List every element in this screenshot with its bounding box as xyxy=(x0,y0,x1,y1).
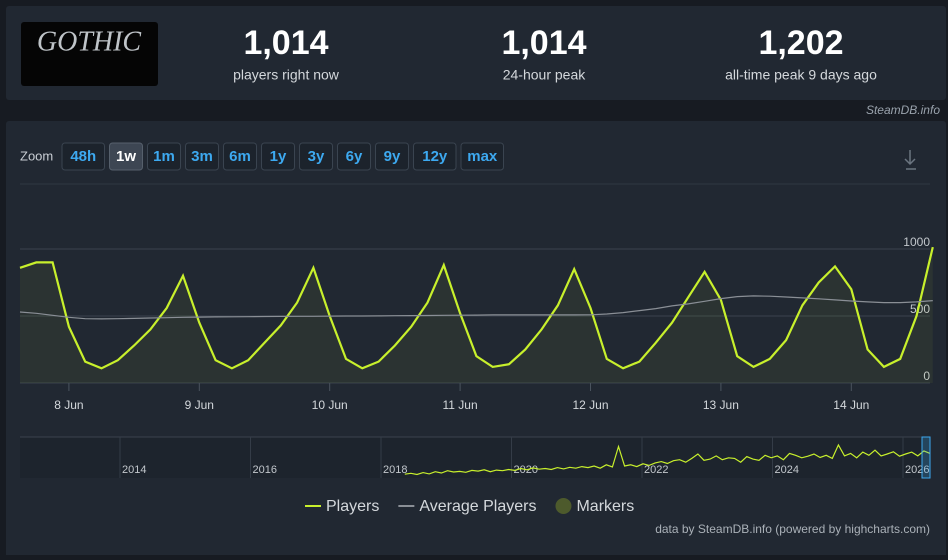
stat-label: players right now xyxy=(233,67,340,83)
x-tick-label: 14 Jun xyxy=(833,398,869,412)
zoom-button[interactable] xyxy=(261,142,295,171)
zoom-button[interactable] xyxy=(185,142,219,171)
zoom-label: Zoom xyxy=(20,148,53,163)
x-tick-label: 13 Jun xyxy=(703,398,739,412)
zoom-button-label[interactable]: 1w xyxy=(116,148,136,165)
navigator-label: 2022 xyxy=(644,464,668,476)
zoom-button-label[interactable]: max xyxy=(467,148,498,165)
zoom-button-label[interactable]: 9y xyxy=(384,148,401,165)
x-tick-label: 8 Jun xyxy=(54,398,83,412)
zoom-button-label[interactable]: 3m xyxy=(191,148,213,165)
stat-value: 1,014 xyxy=(501,24,586,62)
legend-symbol xyxy=(555,498,572,514)
navigator-label: 2026 xyxy=(905,464,929,476)
stats-panel xyxy=(6,6,946,100)
zoom-button-label[interactable]: 1m xyxy=(153,148,175,165)
stat-label: 24-hour peak xyxy=(503,67,587,83)
y-tick-label: 500 xyxy=(910,302,930,316)
x-tick-label: 11 Jun xyxy=(443,398,478,412)
navigator-label: 2024 xyxy=(775,464,799,476)
zoom-button[interactable] xyxy=(61,142,105,171)
zoom-button[interactable] xyxy=(413,142,457,171)
zoom-button-label[interactable]: 12y xyxy=(422,148,448,165)
y-tick-label: 1000 xyxy=(903,235,930,249)
legend-label[interactable]: Average Players xyxy=(419,498,536,515)
download-icon[interactable] xyxy=(904,150,916,170)
zoom-button-label[interactable]: 48h xyxy=(70,148,96,165)
zoom-button-label[interactable]: 6y xyxy=(346,148,363,165)
x-tick-label: 10 Jun xyxy=(312,398,348,412)
zoom-button-label[interactable]: 3y xyxy=(308,148,325,165)
zoom-button[interactable] xyxy=(299,142,333,171)
navigator-label: 2018 xyxy=(383,464,407,476)
zoom-button[interactable] xyxy=(375,142,409,171)
zoom-button[interactable] xyxy=(109,142,143,171)
x-tick-label: 9 Jun xyxy=(185,398,214,412)
stat-label: all-time peak 9 days ago xyxy=(725,67,877,83)
series-line xyxy=(19,295,933,320)
logo: GOTHIC xyxy=(37,26,142,57)
area xyxy=(20,247,933,383)
credit: data by SteamDB.info (powered by highcha… xyxy=(655,522,930,536)
zoom-button[interactable] xyxy=(337,142,371,171)
stat-value: 1,014 xyxy=(243,24,328,62)
navigator-window[interactable] xyxy=(921,436,931,479)
legend-label[interactable]: Markers xyxy=(576,498,634,515)
navigator-label: 2016 xyxy=(253,464,277,476)
zoom-button-label[interactable]: 6m xyxy=(229,148,251,165)
x-tick-label: 12 Jun xyxy=(572,398,608,412)
zoom-button[interactable] xyxy=(147,142,181,171)
zoom-button[interactable] xyxy=(223,142,257,171)
zoom-button[interactable] xyxy=(460,142,504,171)
zoom-button-label[interactable]: 1y xyxy=(270,148,287,165)
y-tick-label: 0 xyxy=(923,369,930,383)
source: SteamDB.info xyxy=(866,103,940,117)
series-line xyxy=(19,246,934,370)
logo-box xyxy=(21,22,158,86)
stat-value: 1,202 xyxy=(758,24,843,62)
navigator-label: 2014 xyxy=(122,464,146,476)
legend-label[interactable]: Players xyxy=(326,498,379,515)
navigator-line xyxy=(404,443,931,476)
